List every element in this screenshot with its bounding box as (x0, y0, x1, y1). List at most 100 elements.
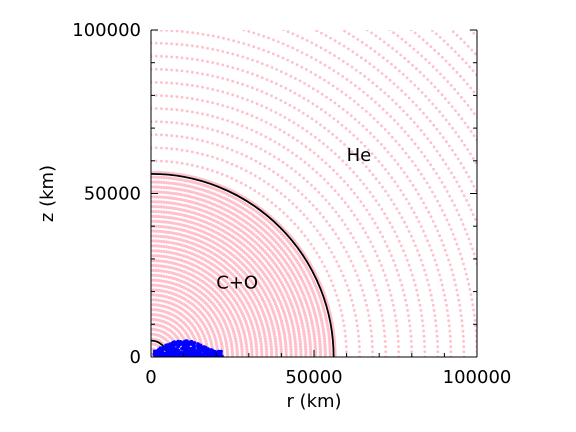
he-particle (385, 244, 389, 248)
he-particle (190, 163, 194, 167)
he-particle (185, 149, 189, 153)
co-particle (202, 246, 206, 250)
co-particle (172, 277, 176, 281)
co-particle (231, 327, 235, 331)
co-particle (250, 352, 254, 356)
co-particle (278, 299, 282, 303)
co-particle (192, 237, 196, 241)
he-particle (412, 47, 416, 51)
co-particle (253, 317, 257, 321)
he-particle (383, 240, 387, 243)
co-particle (175, 272, 179, 276)
he-particle (389, 293, 393, 297)
co-particle (177, 212, 181, 216)
he-particle (290, 167, 293, 170)
he-particle (280, 176, 284, 180)
he-particle (378, 259, 381, 263)
co-particle (237, 332, 241, 336)
he-particle (345, 163, 348, 167)
he-particle (462, 166, 466, 170)
co-particle (167, 206, 171, 210)
co-particle (263, 337, 267, 341)
co-particle (259, 345, 263, 349)
co-particle (182, 259, 186, 263)
co-particle (175, 288, 179, 292)
he-particle (293, 222, 297, 226)
co-particle (285, 292, 289, 296)
co-particle (165, 295, 169, 299)
co-particle (159, 274, 163, 278)
co-particle (287, 329, 291, 333)
he-particle (211, 88, 215, 91)
he-particle (418, 253, 421, 257)
co-particle (199, 340, 203, 344)
co-particle (274, 347, 278, 351)
he-particle (211, 142, 214, 145)
he-particle (438, 154, 442, 157)
he-particle (402, 249, 405, 253)
he-particle (221, 77, 225, 80)
co-particle (162, 210, 166, 214)
he-particle (417, 298, 421, 302)
he-particle (347, 288, 351, 292)
he-particle (310, 117, 314, 121)
he-particle (418, 70, 422, 74)
he-particle (363, 259, 367, 263)
co-particle (301, 291, 305, 295)
co-particle (159, 205, 163, 209)
he-particle (196, 58, 199, 62)
co-particle (299, 345, 303, 349)
co-particle (202, 214, 206, 218)
he-particle (354, 314, 357, 317)
he-particle (370, 152, 374, 156)
co-particle (190, 220, 194, 225)
he-particle (397, 350, 401, 354)
co-particle (285, 321, 289, 326)
he-particle (190, 137, 194, 140)
he-particle (437, 89, 440, 93)
co-particle (299, 350, 303, 354)
he-particle (414, 244, 417, 248)
he-particle (346, 183, 350, 187)
he-particle (201, 125, 204, 129)
he-particle (373, 283, 376, 287)
co-particle (185, 199, 189, 203)
co-particle (172, 287, 176, 291)
co-particle (162, 200, 166, 204)
he-particle (328, 224, 332, 227)
he-particle (469, 293, 473, 296)
co-particle (310, 301, 314, 305)
co-particle (295, 319, 299, 323)
co-particle (245, 350, 249, 354)
co-particle (285, 304, 289, 308)
he-particle (352, 35, 355, 38)
he-particle (211, 128, 215, 132)
co-particle (312, 308, 316, 313)
co-particle (260, 307, 264, 311)
he-particle (190, 150, 194, 154)
he-particle (374, 100, 377, 104)
he-particle (443, 213, 447, 217)
co-particle (309, 350, 313, 354)
he-particle (170, 94, 174, 98)
co-particle (157, 175, 161, 179)
co-particle (157, 239, 161, 243)
he-particle (382, 40, 386, 44)
co-particle (322, 331, 326, 336)
ejecta-particle (165, 346, 169, 350)
he-particle (405, 76, 409, 80)
co-particle (170, 256, 174, 260)
co-particle (182, 249, 186, 253)
co-particle (162, 309, 166, 313)
he-particle (409, 117, 413, 120)
ejecta-particle (196, 345, 200, 350)
co-particle (317, 331, 321, 336)
he-particle (307, 84, 311, 88)
ejecta-particle (197, 354, 202, 357)
he-particle (318, 211, 322, 215)
co-particle (157, 328, 161, 332)
co-particle (313, 311, 317, 315)
co-particle (180, 243, 184, 247)
he-particle (431, 190, 434, 194)
co-particle (154, 229, 158, 233)
